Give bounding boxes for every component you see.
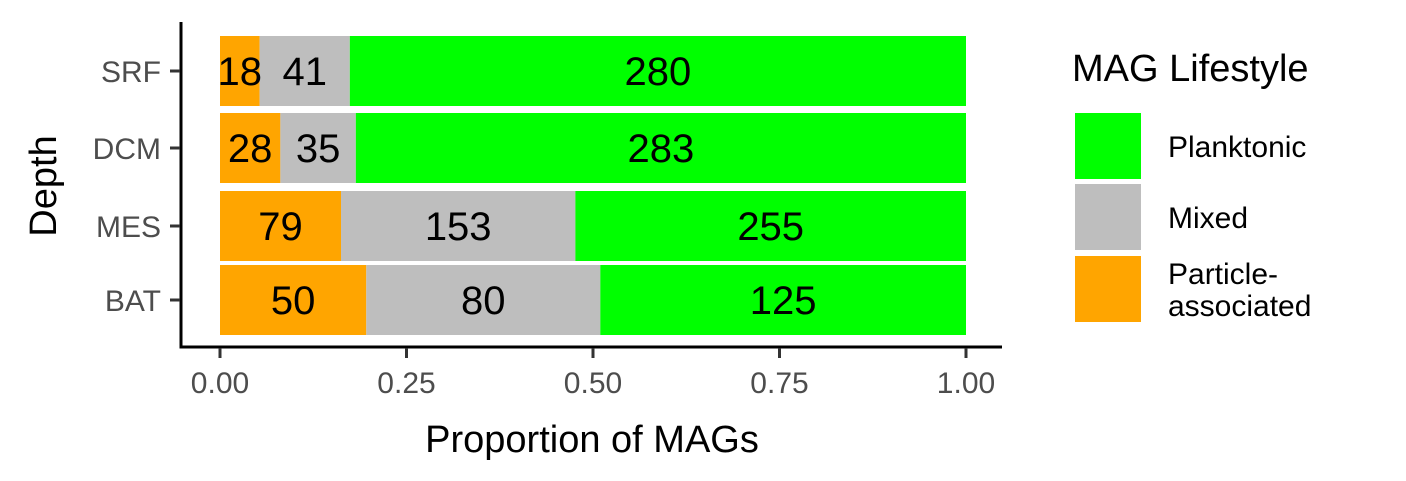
bar-mes-planktonic: [575, 191, 966, 261]
bar-dcm-mixed: [280, 113, 356, 183]
bar-labels-layer: 18 41 280 28 35 283 79 153 255 50 80 125: [218, 50, 817, 323]
bar-value-label: 255: [737, 205, 804, 249]
bar-value-label: 80: [461, 279, 506, 323]
bar-value-label: 125: [750, 279, 817, 323]
legend-key: [1075, 184, 1141, 250]
x-tick-label: 0.00: [191, 367, 249, 400]
bar-srf-planktonic: [349, 36, 966, 106]
bar-value-label: 50: [271, 279, 316, 323]
legend-label: Planktonic: [1168, 131, 1306, 164]
bar-dcm-planktonic: [355, 113, 966, 183]
bar-value-label: 280: [625, 50, 692, 94]
x-axis-title: Proportion of MAGs: [425, 419, 759, 461]
bar-value-label: 153: [425, 205, 492, 249]
bar-mes-mixed: [341, 191, 576, 261]
legend-label: Particle-: [1168, 258, 1278, 291]
legend: MAG Lifestyle Planktonic Mixed Particle-as…: [1072, 48, 1311, 323]
legend-label: associated: [1168, 290, 1311, 323]
y-axis-title: Depth: [23, 135, 65, 236]
bar-bat-particle-associated: [220, 265, 367, 335]
legend-label: Mixed: [1168, 202, 1248, 235]
bar-srf-mixed: [259, 36, 350, 106]
bar-value-label: 35: [296, 127, 341, 171]
x-axis-ticks: 0.00 0.25 0.50 0.75 1.00: [191, 348, 995, 400]
legend-title: MAG Lifestyle: [1072, 48, 1309, 90]
y-axis-ticks: SRF DCM MES BAT: [93, 56, 180, 318]
y-tick-label: BAT: [105, 285, 161, 318]
bar-bat-planktonic: [600, 265, 966, 335]
bars-layer: [220, 36, 966, 335]
legend-key: [1075, 256, 1141, 322]
x-tick-label: 0.75: [750, 367, 808, 400]
bar-mes-particle-associated: [220, 191, 342, 261]
y-tick-label: SRF: [101, 56, 161, 89]
y-tick-label: DCM: [93, 133, 161, 166]
x-tick-label: 0.50: [564, 367, 622, 400]
bar-value-label: 283: [628, 127, 695, 171]
bar-value-label: 28: [228, 127, 273, 171]
y-tick-label: MES: [96, 211, 161, 244]
bar-dcm-particle-associated: [220, 113, 281, 183]
bar-value-label: 41: [282, 50, 327, 94]
bar-value-label: 79: [258, 205, 303, 249]
legend-key: [1075, 113, 1141, 179]
x-tick-label: 1.00: [937, 367, 995, 400]
bar-bat-mixed: [366, 265, 601, 335]
x-tick-label: 0.25: [377, 367, 435, 400]
bar-value-label: 18: [218, 50, 263, 94]
bar-srf-particle-associated: [220, 36, 260, 106]
